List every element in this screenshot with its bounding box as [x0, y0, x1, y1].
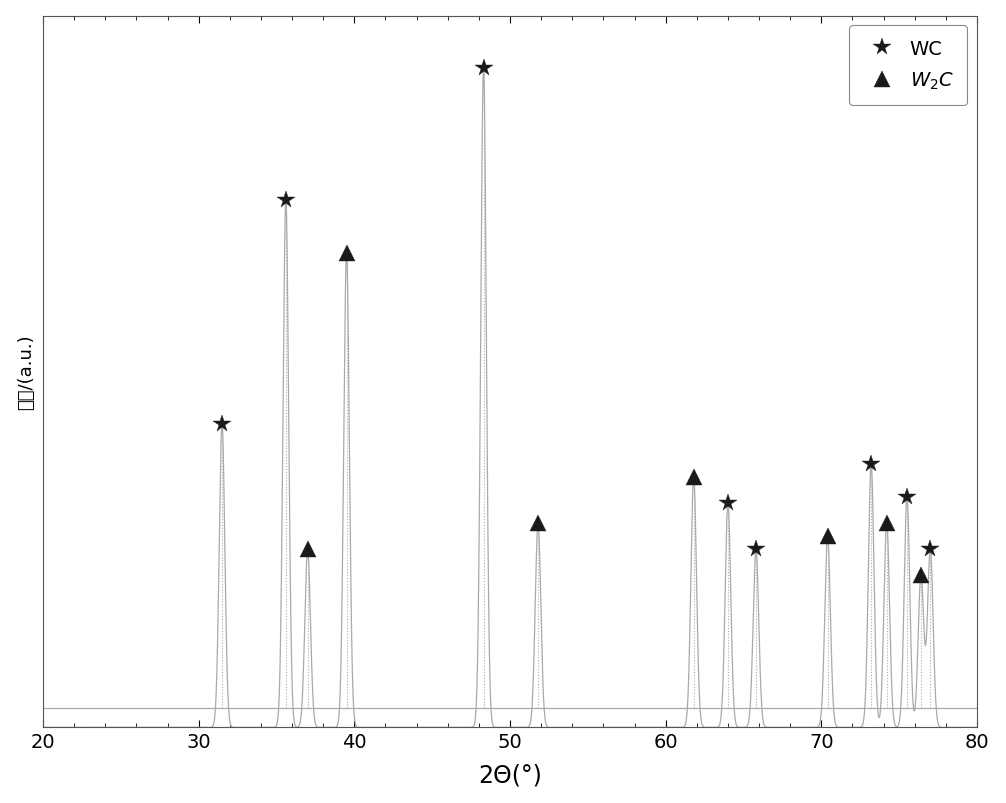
- X-axis label: 2Θ(°): 2Θ(°): [478, 762, 542, 786]
- Legend: WC, $W_2C$: WC, $W_2C$: [849, 26, 968, 105]
- Y-axis label: 强度/(a.u.): 强度/(a.u.): [17, 334, 34, 410]
